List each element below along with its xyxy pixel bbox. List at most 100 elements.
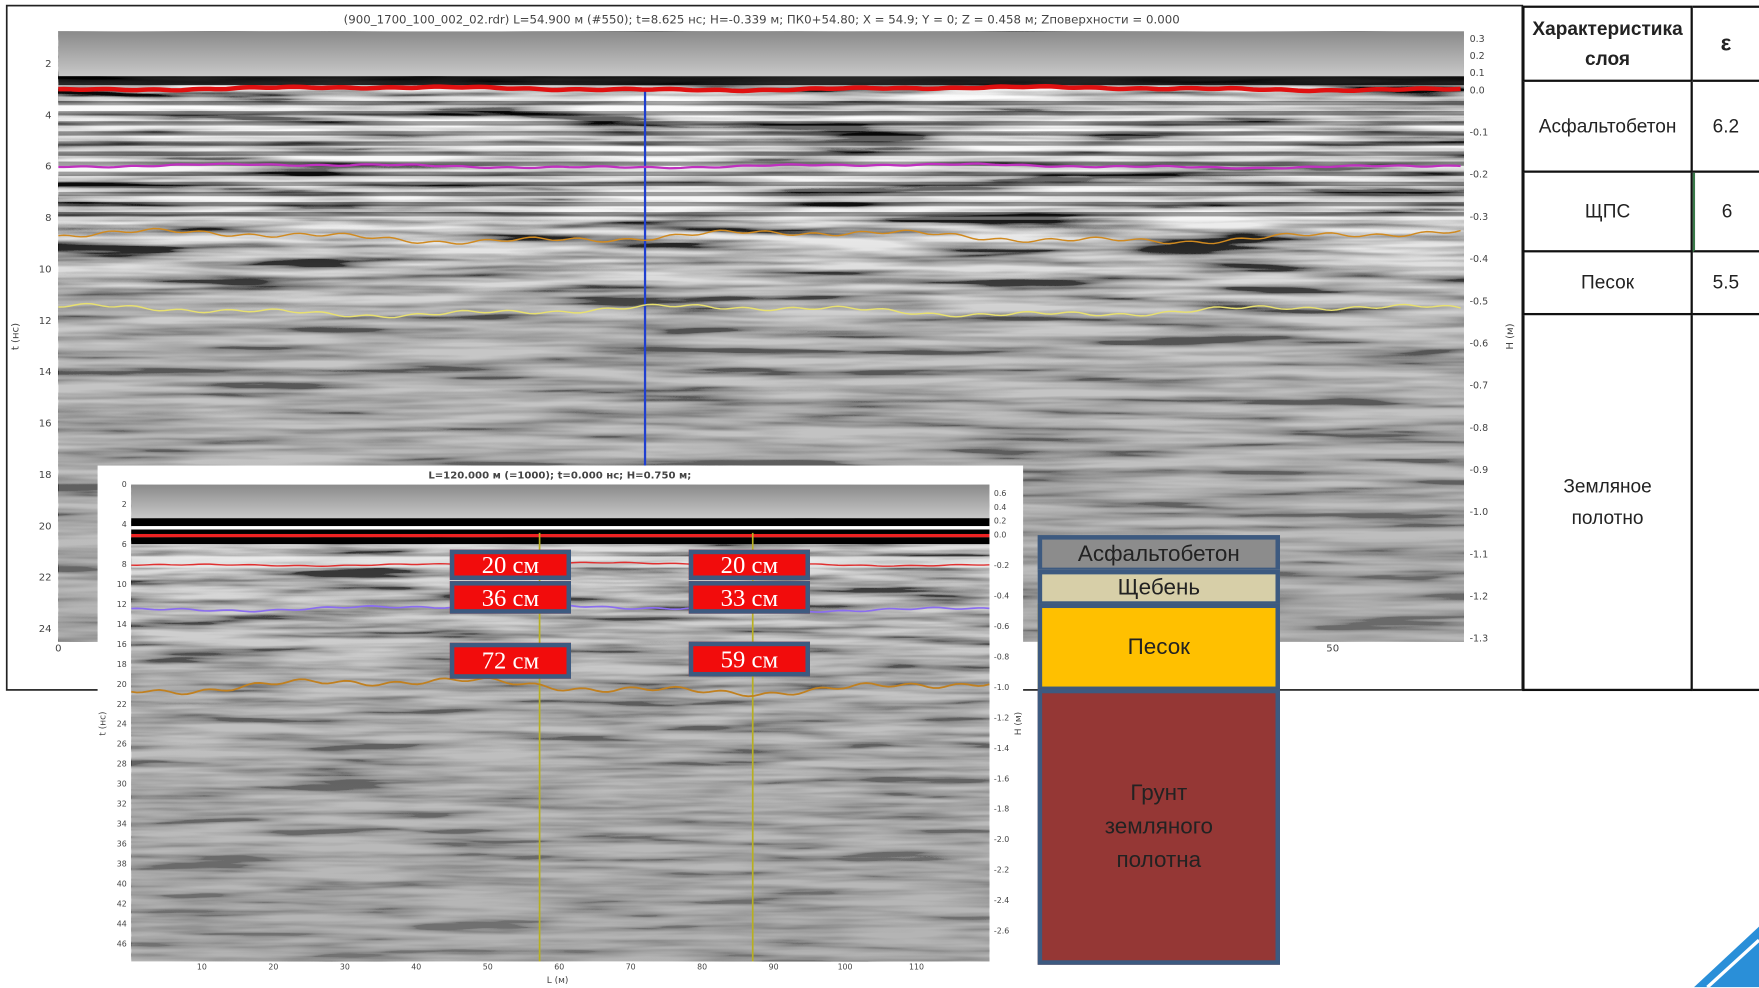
y2-tick-label: -0.3 <box>1470 212 1489 223</box>
y-tick-label: 8 <box>45 213 51 224</box>
y-tick-label: 34 <box>117 820 127 829</box>
x-tick-label: 10 <box>197 963 207 972</box>
table-cell: 6 <box>1692 172 1759 253</box>
y2-tick-label: -0.4 <box>1470 254 1489 265</box>
x-tick-label: 20 <box>268 963 278 972</box>
horizon-line <box>58 302 1461 319</box>
y-tick-label: 18 <box>39 470 52 481</box>
table-header: Характеристика слоя <box>1522 5 1693 82</box>
y-tick-label: 2 <box>122 500 127 509</box>
y-tick-label: 36 <box>117 840 127 849</box>
radargram-band <box>58 76 1464 86</box>
y-tick-label: 4 <box>45 110 51 121</box>
x-tick-label: 90 <box>769 963 779 972</box>
thickness-label: 33 см <box>688 581 810 614</box>
table-cell <box>1692 315 1759 692</box>
x-tick-label: 110 <box>909 963 924 972</box>
thickness-label: 20 см <box>688 549 810 580</box>
y2-tick-label: -1.4 <box>994 744 1009 753</box>
y2-tick-label: 0.1 <box>1470 68 1485 79</box>
y-tick-label: 20 <box>117 680 127 689</box>
inset-band <box>131 529 990 534</box>
y2-tick-label: -1.6 <box>994 774 1009 783</box>
inset-band <box>131 526 990 530</box>
table-cell: Песок <box>1522 252 1693 316</box>
horizon-line <box>58 84 1461 94</box>
y2-tick-label: -0.1 <box>1470 128 1489 139</box>
thickness-label: 59 см <box>688 641 810 677</box>
y2-tick-label: -0.8 <box>994 652 1009 661</box>
y-tick-label: 8 <box>122 560 127 569</box>
y-tick-label: 12 <box>39 316 52 327</box>
x-tick-label: 50 <box>1326 643 1339 654</box>
y2-tick-label: -2.6 <box>994 927 1009 936</box>
y-tick-label: 6 <box>45 162 51 173</box>
y2-tick-label: -0.2 <box>994 561 1009 570</box>
y2-tick-label: -1.0 <box>994 683 1009 692</box>
y2-tick-label: -1.3 <box>1470 634 1489 645</box>
y-tick-label: 14 <box>117 620 127 629</box>
y2-tick-label: -1.2 <box>994 713 1009 722</box>
y-tick-label: 22 <box>117 700 127 709</box>
x-tick-label: 70 <box>626 963 636 972</box>
y2-tick-label: -0.9 <box>1470 465 1489 476</box>
y2-tick-label: -1.0 <box>1470 507 1489 518</box>
y2-tick-label: 0.0 <box>1470 85 1485 96</box>
y2-tick-label: -0.2 <box>1470 170 1489 181</box>
y2-axis-label: H (м) <box>1505 323 1516 349</box>
y-tick-label: 6 <box>122 540 127 549</box>
inset-band <box>131 537 990 545</box>
radargram-band <box>58 96 1464 220</box>
y-tick-label: 30 <box>117 780 127 789</box>
radargram-title: (900_1700_100_002_02.rdr) L=54.900 м (#5… <box>344 13 1180 27</box>
horizon-line <box>58 162 1461 170</box>
inset-air <box>131 484 990 519</box>
y2-tick-label: -1.1 <box>1470 549 1489 560</box>
horizon-line <box>131 677 990 698</box>
y2-tick-label: 0.4 <box>994 503 1006 512</box>
inset-title: L=120.000 м (=1000); t=0.000 нс; H=0.750… <box>428 471 691 482</box>
y-tick-label: 44 <box>117 919 127 928</box>
y-tick-label: 2 <box>45 59 51 70</box>
y-tick-label: 10 <box>39 264 52 275</box>
y-tick-label: 4 <box>122 520 127 529</box>
y-tick-label: 28 <box>117 760 127 769</box>
y-tick-label: 24 <box>39 624 52 635</box>
y-tick-label: 46 <box>117 939 127 948</box>
y-tick-label: 42 <box>117 899 127 908</box>
table-cell: Асфальтобетон <box>1522 81 1693 173</box>
horizon-line <box>58 227 1461 245</box>
x-tick-label: 60 <box>554 963 564 972</box>
inset-band <box>131 533 990 538</box>
y2-axis-label: H (м) <box>1014 712 1024 735</box>
radargram-air <box>58 31 1464 77</box>
table-cell: ЩПС <box>1522 172 1693 253</box>
corner-decoration <box>1706 938 1759 988</box>
inset-band <box>131 518 990 527</box>
thickness-label: 72 см <box>449 642 572 679</box>
y2-tick-label: 0.2 <box>994 517 1006 526</box>
y-axis-label: t (нс) <box>99 711 109 735</box>
y2-tick-label: 0.6 <box>994 489 1006 498</box>
table-cell: Земляное полотно <box>1522 315 1693 692</box>
x-tick-label: 80 <box>697 963 707 972</box>
y-tick-label: 0 <box>122 480 127 489</box>
corner-decoration <box>1693 926 1759 988</box>
x-tick-label: 30 <box>340 963 350 972</box>
legend-layer: Щебень <box>1037 569 1280 606</box>
y2-tick-label: 0.3 <box>1470 34 1485 45</box>
y2-tick-label: -2.4 <box>994 896 1009 905</box>
y2-tick-label: -2.2 <box>994 866 1009 875</box>
y2-tick-label: 0.2 <box>1470 51 1485 62</box>
y-axis-label: t (нс) <box>11 323 22 350</box>
y2-tick-label: -1.2 <box>1470 592 1489 603</box>
y-tick-label: 38 <box>117 860 127 869</box>
y-tick-label: 24 <box>117 720 127 729</box>
y2-tick-label: -0.8 <box>1470 423 1489 434</box>
thickness-label: 20 см <box>449 549 572 580</box>
y-tick-label: 22 <box>39 573 52 584</box>
x-tick-label: 0 <box>55 643 61 654</box>
